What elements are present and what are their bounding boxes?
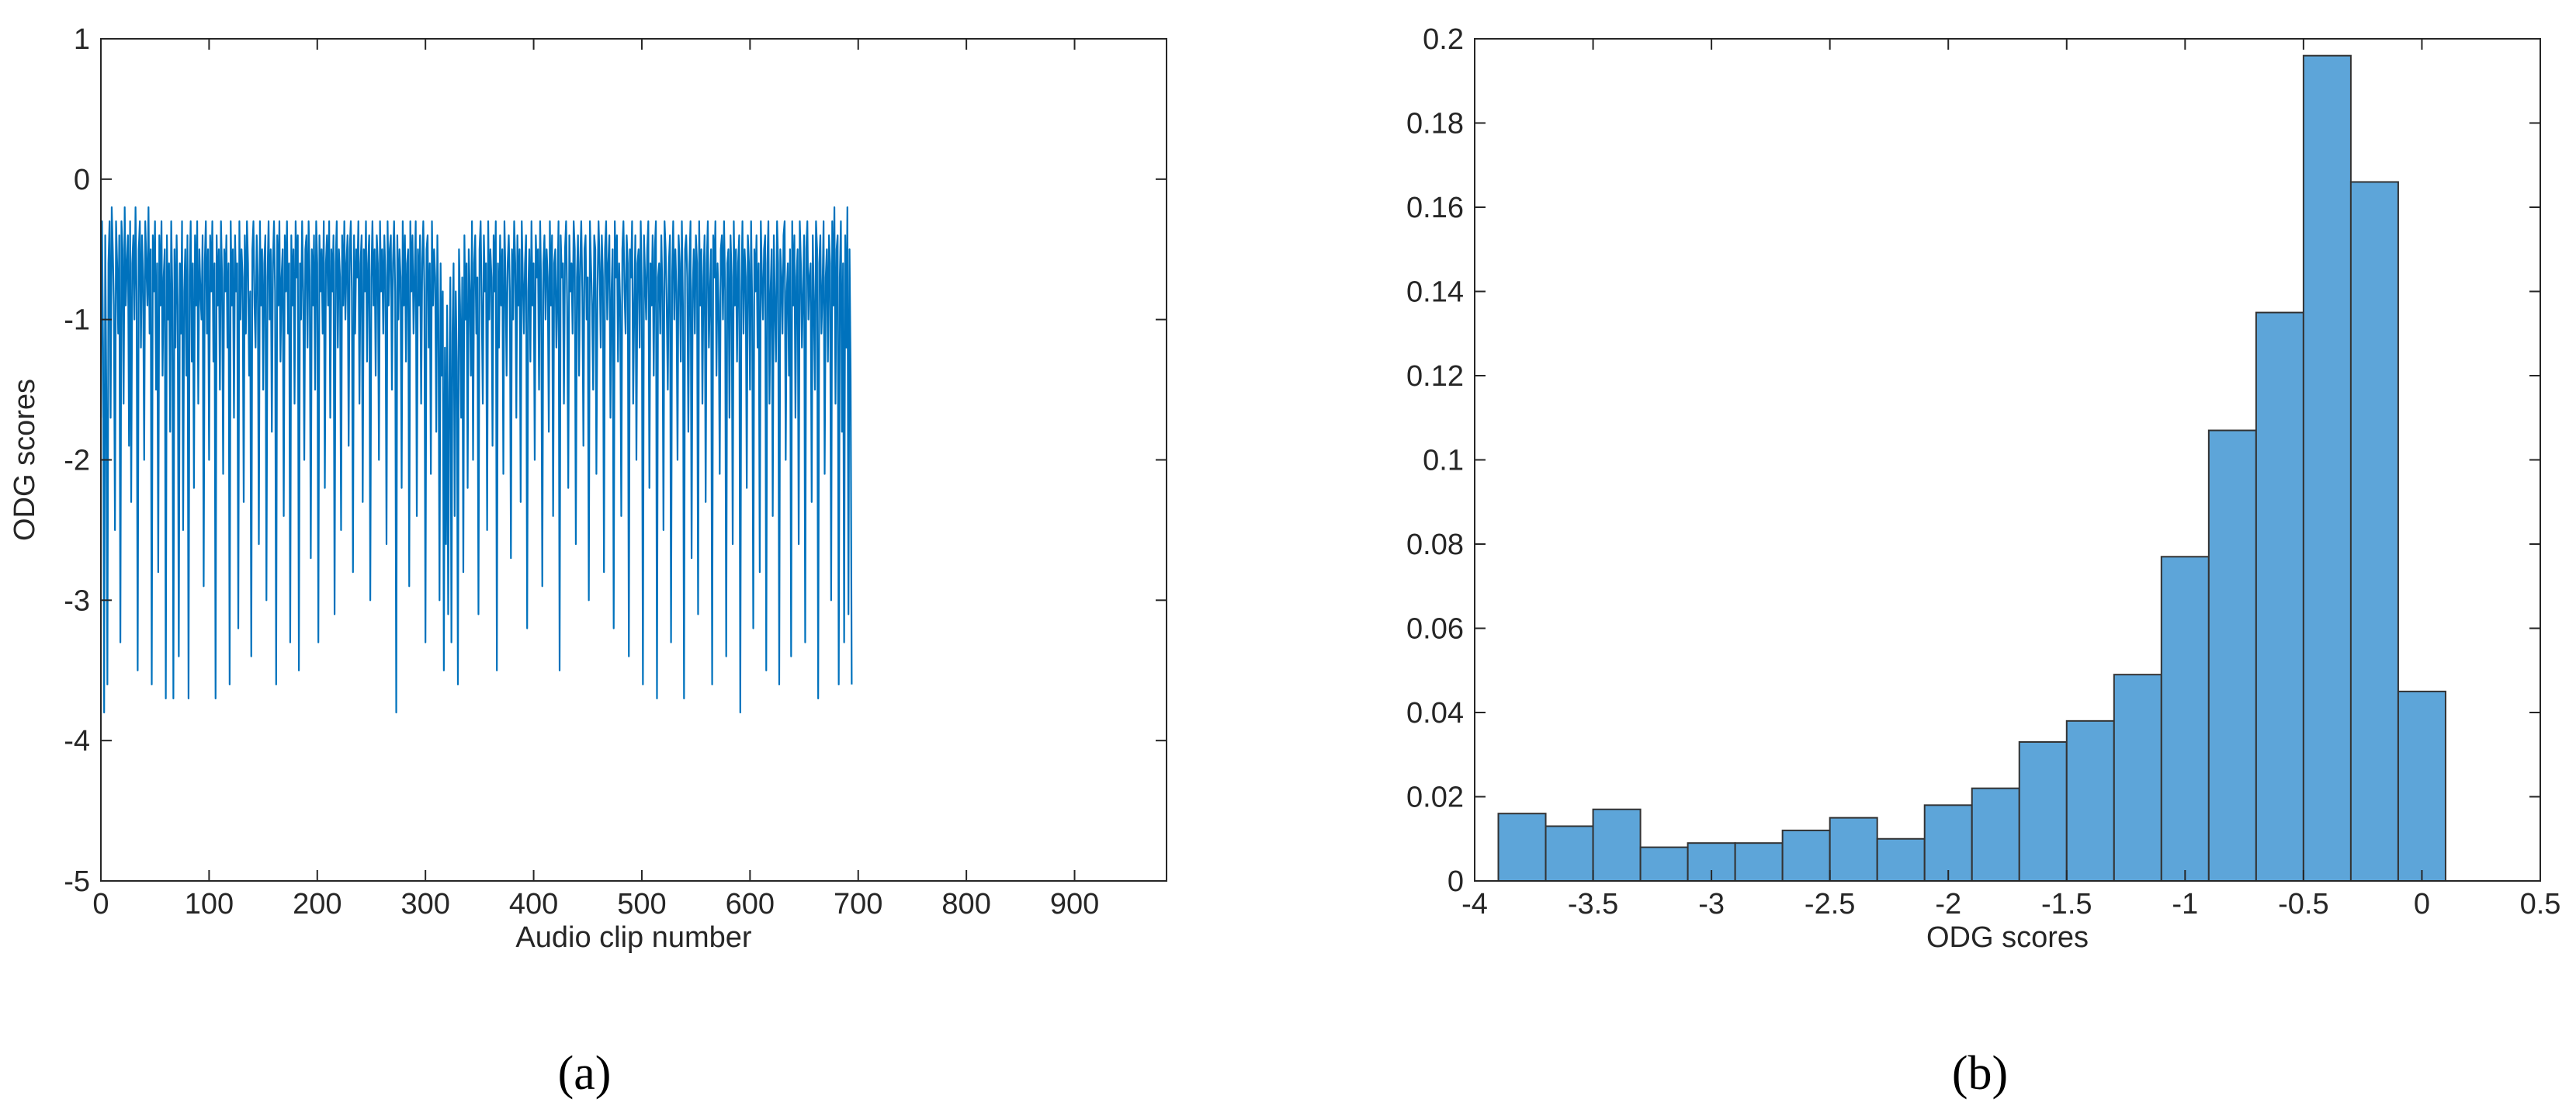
y-tick-label: 0.14 — [1406, 276, 1464, 309]
x-tick-label: 0.5 — [2520, 888, 2561, 921]
y-tick-label: 1 — [74, 23, 90, 56]
y-tick-label: 0.1 — [1423, 445, 1464, 477]
y-tick-label: -3 — [64, 584, 90, 617]
x-tick-label: 800 — [941, 888, 990, 921]
x-tick-label: 700 — [834, 888, 882, 921]
histogram-bar — [1497, 813, 1547, 882]
x-tick-label: 500 — [617, 888, 666, 921]
histogram-bar — [1545, 825, 1594, 882]
x-tick-label: 400 — [509, 888, 558, 921]
y-tick-label: 0 — [1447, 865, 1464, 898]
panel-b-histogram: -4 -3.5 -3 -2.5 -2 -1.5 -1 -0.5 0 0.5 0 0.02 0.04 0.0… — [1406, 23, 2560, 1100]
x-tick-label: 0 — [92, 888, 109, 921]
histogram-bar — [1876, 837, 1926, 882]
y-tick-label: 0.12 — [1406, 360, 1464, 393]
panel-a-caption-label: (a) — [558, 1047, 612, 1100]
panel-a-line-chart: 0 100 200 300 400 500 600 700 800 900 1 0 -1 -2 -3 -4 -5… — [9, 23, 1167, 1100]
panel-a-axis-ticks: 0 100 200 300 400 500 600 700 800 900 1 0 -1 -2 -3 -4 -5 — [64, 23, 1167, 921]
panel-b-axis-ticks: -4 -3.5 -3 -2.5 -2 -1.5 -1 -0.5 0 0.5 0 0.02 0.04 0.0… — [1406, 23, 2560, 921]
y-tick-label: 0.08 — [1406, 529, 1464, 561]
odg-score-series-line — [99, 206, 853, 714]
x-tick-label: 600 — [726, 888, 775, 921]
y-tick-label: -5 — [64, 865, 90, 898]
x-tick-label: 200 — [293, 888, 342, 921]
histogram-bar — [2113, 674, 2162, 882]
y-tick-label: 0.06 — [1406, 613, 1464, 646]
histogram-bar — [2255, 311, 2304, 882]
x-tick-label: -1.5 — [2041, 888, 2092, 921]
histogram-bar — [1781, 829, 1831, 882]
x-tick-label: 0 — [2414, 888, 2430, 921]
histogram-bar — [2302, 54, 2352, 882]
x-tick-label: 300 — [400, 888, 449, 921]
y-tick-label: 0.16 — [1406, 192, 1464, 224]
panel-a-axes-box — [100, 38, 1167, 882]
y-tick-label: 0.18 — [1406, 108, 1464, 140]
panel-b-x-axis-label: ODG scores — [1926, 921, 2089, 954]
y-tick-label: -1 — [64, 304, 90, 337]
panel-b-caption-label: (b) — [1952, 1047, 2008, 1100]
y-tick-label: 0.2 — [1423, 23, 1464, 56]
histogram-bar — [1923, 804, 1973, 882]
y-tick-label: 0.04 — [1406, 697, 1464, 730]
x-tick-label: -3 — [1698, 888, 1725, 921]
x-tick-label: -4 — [1461, 888, 1488, 921]
histogram-bar — [1971, 787, 2020, 882]
histogram-bar — [1734, 842, 1784, 882]
histogram-bar — [2065, 719, 2115, 882]
histogram-bar — [2160, 556, 2210, 882]
y-tick-label: -4 — [64, 725, 90, 758]
panel-b-plot-area — [1474, 38, 2541, 882]
y-tick-label: 0.02 — [1406, 782, 1464, 814]
x-tick-label: -1 — [2172, 888, 2198, 921]
histogram-bar — [2349, 181, 2399, 882]
x-tick-label: -0.5 — [2278, 888, 2328, 921]
panel-a-y-axis-label: ODG scores — [9, 379, 41, 541]
panel-a-plot-area — [99, 38, 1167, 882]
x-tick-label: -2 — [1935, 888, 1961, 921]
x-tick-label: 900 — [1050, 888, 1099, 921]
y-tick-label: -2 — [64, 445, 90, 477]
panel-a-x-axis-label: Audio clip number — [515, 921, 752, 954]
histogram-bar — [2397, 690, 2446, 882]
x-tick-label: -2.5 — [1805, 888, 1855, 921]
histogram-bar — [1829, 817, 1878, 882]
histogram-bar — [1592, 808, 1642, 882]
x-tick-label: 100 — [185, 888, 234, 921]
histogram-bar — [1639, 846, 1689, 882]
x-tick-label: -3.5 — [1568, 888, 1618, 921]
histogram-bar — [2207, 429, 2257, 882]
histogram-bar — [2018, 740, 2068, 882]
y-tick-label: 0 — [74, 164, 90, 196]
